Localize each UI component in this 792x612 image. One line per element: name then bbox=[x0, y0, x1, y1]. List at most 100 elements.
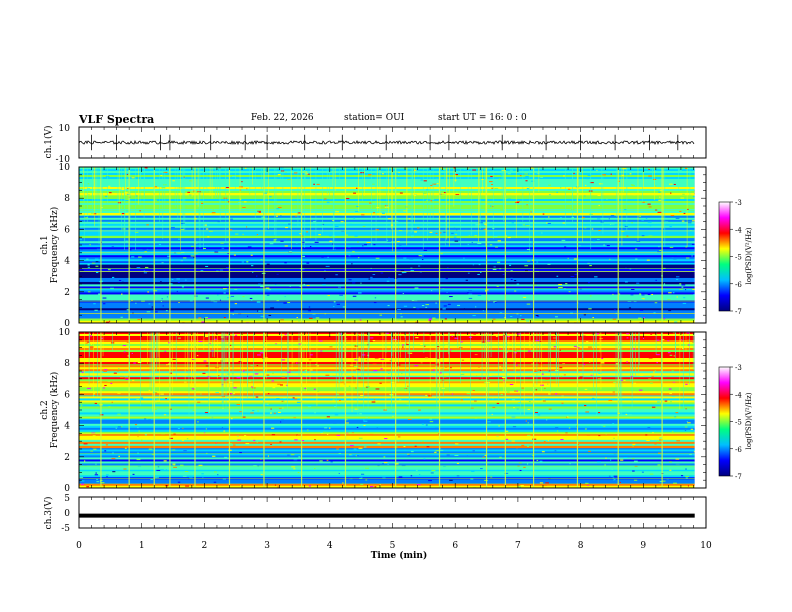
ch1-spec-speckle bbox=[433, 319, 436, 321]
ch1-spec-band-row bbox=[79, 288, 695, 291]
ch1-spec-speckle bbox=[660, 178, 662, 180]
ch1-spec-speckle bbox=[314, 241, 319, 243]
ch1-spec-speckle bbox=[456, 229, 458, 231]
ch1-spec-speckle bbox=[247, 246, 252, 248]
ch2-spec-speckle bbox=[230, 334, 232, 336]
ch2-spec-speckle bbox=[585, 482, 589, 484]
ch1-spec-speckle bbox=[318, 234, 321, 236]
ch1-spec-speckle bbox=[523, 296, 527, 298]
ch1-spec-speckle bbox=[559, 213, 564, 215]
ch1-spec-speckle bbox=[123, 170, 128, 172]
ch2-spec-speckle bbox=[115, 427, 117, 429]
ch2-spec-band-row bbox=[79, 354, 695, 357]
ch2-spec-speckle bbox=[93, 448, 97, 450]
ch2-spec-speckle bbox=[548, 370, 551, 372]
ch1-spec-speckle bbox=[663, 283, 666, 285]
ch2-spec-speckle bbox=[127, 355, 130, 357]
ch1-spec-speckle bbox=[624, 225, 628, 227]
ch1-spec-speckle bbox=[256, 301, 261, 303]
ch1-spec-speckle bbox=[387, 218, 392, 220]
ch1-spec-speckle bbox=[335, 274, 338, 276]
ch2-spec-speckle bbox=[672, 397, 676, 399]
ch2-spec-speckle bbox=[605, 433, 607, 435]
ch1-spec-speckle bbox=[87, 188, 91, 190]
ch1-spec-speckle bbox=[120, 316, 123, 318]
ch2-spec-speckle bbox=[314, 412, 317, 414]
ch1-spec-speckle bbox=[669, 226, 672, 228]
ch2-spec-speckle bbox=[88, 377, 90, 379]
ch1-spec-speckle bbox=[440, 167, 443, 169]
ch2-spec-speckle bbox=[384, 438, 388, 440]
ch2-spec-speckle bbox=[279, 441, 282, 443]
ch2-spec-speckle bbox=[424, 357, 429, 359]
ch2-spec-speckle bbox=[349, 454, 353, 456]
ch1-spec-ytick-label: 10 bbox=[59, 163, 71, 173]
ch2-spec-speckle bbox=[446, 454, 450, 456]
ch1-spec-speckle bbox=[275, 283, 277, 285]
ch1-spec-speckle bbox=[526, 303, 531, 305]
ch2-spec-speckle bbox=[94, 402, 98, 404]
ch1-spec-speckle bbox=[596, 169, 598, 171]
ch2-spec-speckle bbox=[238, 361, 242, 363]
ch1-spec-speckle bbox=[678, 169, 682, 171]
ch2-spec-speckle bbox=[420, 362, 423, 364]
ch1-spec-speckle bbox=[603, 244, 605, 246]
ch2-spec-speckle bbox=[645, 434, 648, 436]
ch2-spec-speckle bbox=[104, 369, 108, 371]
ch2-spec-speckle bbox=[172, 358, 176, 360]
ch2-spec-speckle bbox=[251, 386, 253, 388]
ch1-spec-speckle bbox=[246, 261, 249, 263]
ch1-spec-speckle bbox=[187, 204, 190, 206]
ch2-spec-speckle bbox=[380, 406, 383, 408]
ch2-spec-band-row bbox=[79, 383, 695, 386]
ch2-spec-speckle bbox=[383, 456, 386, 458]
ch1-spec-speckle bbox=[536, 261, 539, 263]
ch2-spec-speckle bbox=[258, 373, 262, 375]
ch1-spec-band-row bbox=[79, 292, 695, 295]
ch1-spec-speckle bbox=[125, 199, 129, 201]
ch2-spec-speckle bbox=[429, 421, 434, 423]
ch1-spec-speckle bbox=[451, 232, 454, 234]
ch1-spec-speckle bbox=[589, 182, 594, 184]
ch1-spec-speckle bbox=[514, 290, 517, 292]
ch1-spec-speckle bbox=[609, 258, 611, 260]
ch1-spec-speckle bbox=[394, 220, 399, 222]
ch1-spec-speckle bbox=[387, 240, 391, 242]
ch1-spec-speckle bbox=[113, 177, 116, 179]
ch1-colorbar-tick-label: -5 bbox=[735, 254, 742, 262]
ch2-spec-band-row bbox=[79, 441, 695, 445]
ch1-spec-speckle bbox=[665, 221, 669, 223]
ch1-spec-speckle bbox=[258, 283, 261, 285]
ch1-spec-speckle bbox=[520, 315, 522, 317]
ch1-spec-speckle bbox=[676, 296, 678, 298]
ch1-spec-speckle bbox=[249, 297, 253, 299]
ch1-spec-speckle bbox=[425, 306, 428, 308]
ch1-spec-speckle bbox=[693, 293, 695, 295]
ch1-spec-speckle bbox=[663, 318, 666, 320]
ch1-spec-speckle bbox=[673, 311, 675, 313]
ch1-spec-speckle bbox=[521, 318, 525, 320]
ch1-spec-speckle bbox=[359, 319, 362, 321]
ch1-spec-speckle bbox=[631, 288, 635, 290]
ch1-spec-speckle bbox=[87, 291, 91, 293]
x-tick-label: 2 bbox=[202, 541, 208, 551]
ch2-spec-speckle bbox=[415, 469, 418, 471]
ch2-spec-speckle bbox=[304, 369, 308, 371]
ch2-spec-speckle bbox=[215, 392, 219, 394]
ch2-spec-speckle bbox=[140, 397, 144, 399]
ch1-spec-speckle bbox=[105, 195, 108, 197]
ch2-spec-speckle bbox=[269, 412, 273, 414]
ch1-spec-speckle bbox=[531, 259, 534, 261]
ch2-spec-speckle bbox=[198, 341, 203, 343]
ch1-spec-speckle bbox=[256, 275, 258, 277]
ch1-spec-speckle bbox=[322, 284, 326, 286]
ch2-spec-speckle bbox=[176, 333, 178, 335]
ch1-spec-speckle bbox=[142, 248, 147, 250]
ch1-spec-speckle bbox=[201, 203, 205, 205]
ch2-spec-speckle bbox=[671, 370, 674, 372]
ch2-spec-speckle bbox=[419, 474, 421, 476]
ch1-spec-speckle bbox=[266, 294, 270, 296]
ch2-spec-speckle bbox=[436, 346, 440, 348]
ch2-spec-speckle bbox=[320, 417, 325, 419]
ch1-spec-speckle bbox=[204, 224, 207, 226]
